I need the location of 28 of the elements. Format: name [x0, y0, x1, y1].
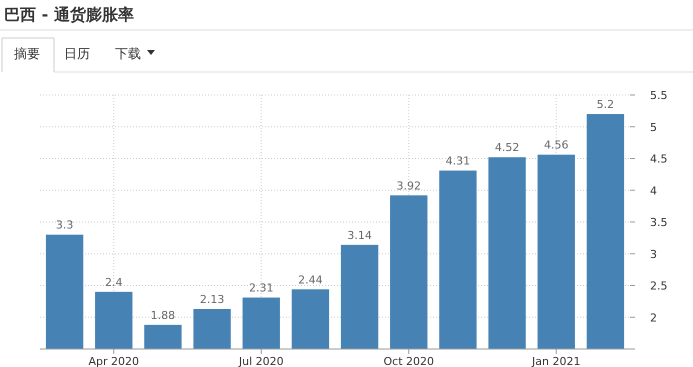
data-label: 5.2 [596, 98, 614, 112]
data-label: 4.52 [494, 141, 520, 154]
text: 下载 [115, 47, 141, 62]
x-tick-label: Jan 2021 [531, 355, 580, 367]
chart-title: 巴西 - 通货膨胀率 [4, 5, 134, 24]
x-tick-label: Oct 2020 [383, 355, 434, 367]
y-tick-label: 2 [650, 311, 657, 324]
text: 摘要 [14, 47, 40, 62]
data-label: 3.92 [396, 179, 421, 192]
y-tick-label: 3.5 [650, 216, 668, 229]
data-label: 1.88 [150, 308, 176, 322]
data-label: 2.44 [298, 273, 323, 286]
data-label: 2.4 [105, 276, 122, 289]
y-tick-label: 5.5 [650, 89, 668, 102]
data-label: 2.31 [249, 282, 274, 295]
data-label: 3.3 [56, 218, 74, 232]
data-label: 3.14 [347, 228, 372, 242]
data-label: 2.13 [200, 292, 224, 306]
y-tick-label: 2.5 [650, 280, 668, 292]
text: 日历 [64, 47, 90, 62]
x-tick-label: Apr 2020 [88, 355, 140, 367]
data-label: 4.56 [544, 138, 568, 152]
y-tick-label: 3 [650, 248, 657, 261]
y-tick-label: 4.5 [650, 152, 668, 166]
y-tick-label: 5 [650, 120, 657, 134]
y-tick-label: 4 [650, 184, 657, 198]
data-label: 4.31 [446, 154, 470, 168]
x-tick-label: Jul 2020 [238, 355, 284, 367]
